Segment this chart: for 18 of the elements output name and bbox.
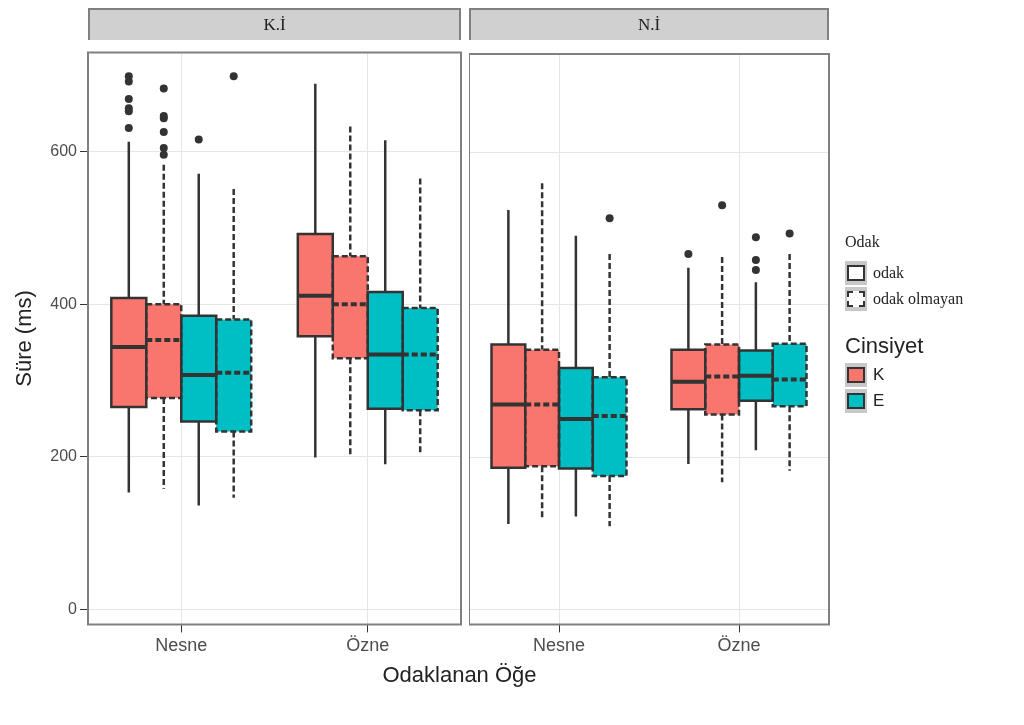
chart-title: N.İ: [469, 8, 829, 40]
y-tick-label: 200: [50, 447, 78, 465]
y-axis-title: Süre (ms): [11, 290, 37, 387]
legend-label: E: [873, 391, 885, 411]
y-tick-label: 600: [50, 142, 78, 160]
y-tick-label: 0: [68, 599, 78, 617]
text: odak olmayan: [873, 290, 964, 308]
x-tick-label: Özne: [717, 635, 761, 656]
legend-title: Cinsiyet: [845, 333, 925, 359]
x-tick-label: Nesne: [532, 635, 586, 656]
text: Odak: [845, 233, 881, 251]
y-tick-label: 400: [50, 294, 78, 312]
legend-label: K: [873, 365, 885, 385]
x-tick-label: Nesne: [155, 635, 208, 656]
text: odak: [873, 264, 905, 282]
x-axis-title: Odaklanan Öğe: [381, 662, 538, 688]
chart-title: K.İ: [88, 8, 461, 40]
x-tick-label: Özne: [346, 635, 390, 656]
